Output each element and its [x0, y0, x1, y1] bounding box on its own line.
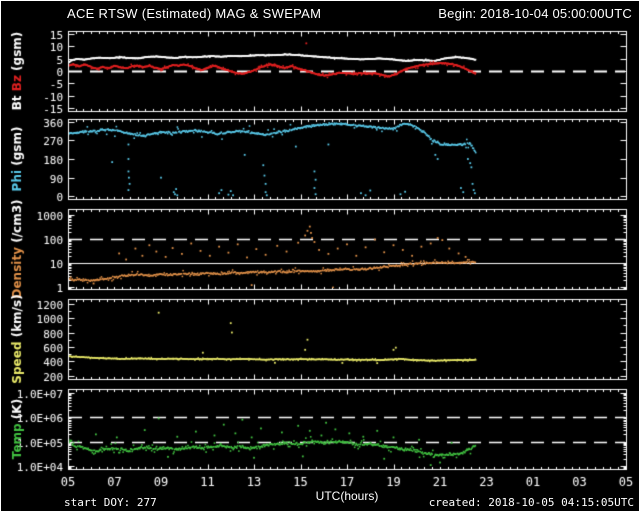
created-timestamp: created: 2018-10-05 04:15:05UTC [428, 496, 634, 509]
begin-timestamp: Begin: 2018-10-04 05:00:00UTC [438, 6, 632, 21]
page-title: ACE RTSW (Estimated) MAG & SWEPAM [67, 6, 322, 21]
x-axis-label: UTC(hours) [315, 489, 379, 503]
start-doy-label: start DOY: 277 [64, 496, 157, 509]
